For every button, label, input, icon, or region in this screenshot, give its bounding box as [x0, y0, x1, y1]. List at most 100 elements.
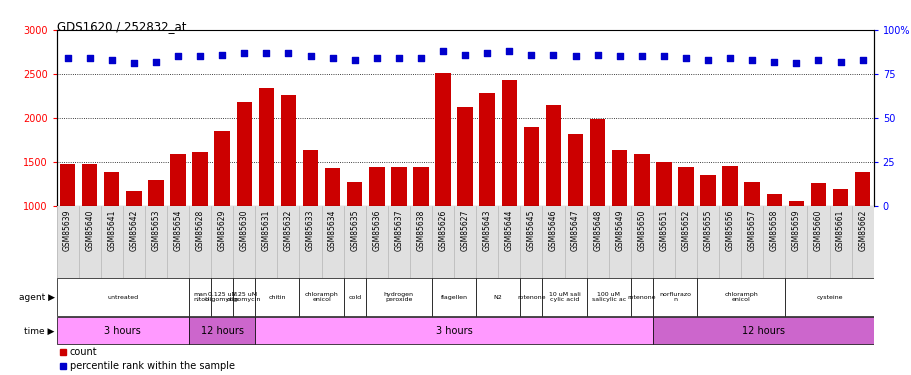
- Text: cold: cold: [348, 295, 361, 300]
- Point: [524, 52, 538, 58]
- Text: GSM85628: GSM85628: [195, 210, 204, 251]
- Bar: [457, 106, 472, 294]
- Point: [347, 57, 362, 63]
- Bar: [324, 168, 340, 294]
- Bar: [501, 80, 517, 294]
- Point: [170, 54, 185, 60]
- Text: GSM85651: GSM85651: [659, 210, 668, 251]
- Bar: [435, 73, 450, 294]
- Bar: [126, 191, 141, 294]
- Bar: [302, 150, 318, 294]
- Text: GSM85637: GSM85637: [394, 210, 403, 251]
- Text: man
nitol: man nitol: [193, 292, 207, 302]
- Text: GSM85653: GSM85653: [151, 210, 160, 251]
- Point: [612, 54, 627, 60]
- Bar: [189, 317, 255, 344]
- Point: [60, 55, 75, 61]
- Point: [325, 55, 340, 61]
- Text: 1.25 uM
oligomycin: 1.25 uM oligomycin: [227, 292, 261, 302]
- Text: count: count: [70, 346, 97, 357]
- Text: GSM85659: GSM85659: [791, 210, 800, 251]
- Text: GSM85645: GSM85645: [527, 210, 536, 251]
- Bar: [432, 278, 476, 316]
- Bar: [82, 164, 97, 294]
- Point: [744, 57, 759, 63]
- Bar: [722, 166, 737, 294]
- Bar: [810, 183, 825, 294]
- Point: [148, 59, 163, 65]
- Point: [414, 55, 428, 61]
- Point: [259, 50, 273, 56]
- Bar: [255, 278, 299, 316]
- Point: [281, 50, 295, 56]
- Text: 3 hours: 3 hours: [105, 326, 141, 336]
- Bar: [104, 172, 119, 294]
- Bar: [299, 278, 343, 316]
- Bar: [343, 278, 365, 316]
- Text: 100 uM
salicylic ac: 100 uM salicylic ac: [591, 292, 625, 302]
- Point: [302, 54, 317, 60]
- Bar: [413, 166, 428, 294]
- Bar: [233, 278, 255, 316]
- Point: [237, 50, 251, 56]
- Text: GSM85649: GSM85649: [615, 210, 623, 251]
- Point: [391, 55, 405, 61]
- Bar: [391, 166, 406, 294]
- Bar: [520, 278, 542, 316]
- Text: GSM85627: GSM85627: [460, 210, 469, 251]
- Text: GSM85630: GSM85630: [240, 210, 249, 251]
- Bar: [589, 119, 605, 294]
- Bar: [545, 105, 560, 294]
- Text: GSM85640: GSM85640: [85, 210, 94, 251]
- Text: rotenone: rotenone: [627, 295, 655, 300]
- Point: [700, 57, 714, 63]
- Bar: [766, 194, 782, 294]
- Text: time ▶: time ▶: [25, 326, 55, 335]
- Text: 12 hours: 12 hours: [741, 326, 783, 336]
- Bar: [211, 278, 233, 316]
- Bar: [56, 278, 189, 316]
- Text: flagellen: flagellen: [440, 295, 467, 300]
- Bar: [678, 166, 693, 294]
- Point: [546, 52, 560, 58]
- Text: GSM85638: GSM85638: [416, 210, 425, 251]
- Bar: [700, 174, 715, 294]
- Bar: [568, 134, 583, 294]
- Text: GSM85650: GSM85650: [637, 210, 646, 251]
- Point: [82, 55, 97, 61]
- Bar: [652, 317, 873, 344]
- Text: GSM85661: GSM85661: [835, 210, 844, 251]
- Text: untreated: untreated: [107, 295, 138, 300]
- Text: GSM85648: GSM85648: [592, 210, 601, 251]
- Bar: [365, 278, 432, 316]
- Bar: [236, 102, 251, 294]
- Bar: [542, 278, 586, 316]
- Bar: [281, 95, 296, 294]
- Bar: [696, 278, 784, 316]
- Point: [192, 54, 207, 60]
- Point: [369, 55, 384, 61]
- Bar: [148, 180, 163, 294]
- Text: GSM85662: GSM85662: [857, 210, 866, 251]
- Bar: [60, 164, 76, 294]
- Text: GSM85636: GSM85636: [372, 210, 381, 251]
- Text: 3 hours: 3 hours: [435, 326, 472, 336]
- Bar: [476, 278, 520, 316]
- Point: [656, 54, 670, 60]
- Bar: [655, 162, 670, 294]
- Text: GSM85657: GSM85657: [747, 210, 756, 251]
- Point: [634, 54, 649, 60]
- Text: GSM85635: GSM85635: [350, 210, 359, 251]
- Text: chloramph
enicol: chloramph enicol: [304, 292, 338, 302]
- Text: GSM85652: GSM85652: [681, 210, 690, 251]
- Bar: [652, 278, 696, 316]
- Text: GSM85641: GSM85641: [107, 210, 116, 251]
- Bar: [586, 278, 630, 316]
- Point: [479, 50, 494, 56]
- Point: [589, 52, 604, 58]
- Bar: [56, 317, 189, 344]
- Bar: [369, 166, 384, 294]
- Bar: [479, 93, 495, 294]
- Point: [568, 54, 582, 60]
- Text: GSM85660: GSM85660: [814, 210, 822, 251]
